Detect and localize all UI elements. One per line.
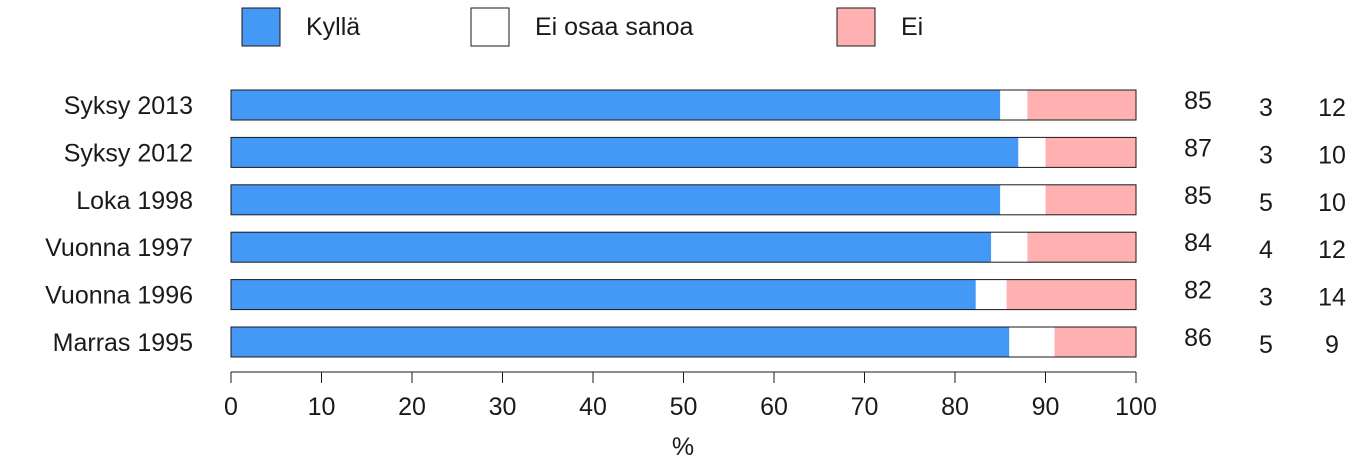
category-label: Loka 1998 xyxy=(76,187,193,215)
bar-row: Syksy 2013 85 3 12 xyxy=(64,87,1346,122)
legend-swatch xyxy=(470,7,510,47)
legend-label: Ei xyxy=(901,13,923,41)
value-label: 87 xyxy=(1184,134,1212,162)
value-label: 14 xyxy=(1318,284,1346,312)
category-label: Syksy 2013 xyxy=(64,92,193,120)
category-label: Vuonna 1997 xyxy=(45,234,193,262)
bar-segment xyxy=(1027,232,1136,263)
legend-label: Ei osaa sanoa xyxy=(535,13,694,41)
category-label: Vuonna 1996 xyxy=(45,282,193,310)
tick-label: 70 xyxy=(851,393,879,421)
tick-label: 90 xyxy=(1032,393,1060,421)
tick-label: 10 xyxy=(308,393,336,421)
value-label: 10 xyxy=(1318,141,1346,169)
value-label: 10 xyxy=(1318,189,1346,217)
category-label: Marras 1995 xyxy=(53,329,193,357)
bar-segment xyxy=(231,232,992,263)
value-label: 9 xyxy=(1325,331,1339,359)
value-label: 3 xyxy=(1259,141,1273,169)
legend: Kyllä Ei osaa sanoa Ei xyxy=(241,7,923,47)
value-label: 4 xyxy=(1259,236,1273,264)
legend-swatch xyxy=(836,7,876,47)
bar-outline xyxy=(230,136,1137,168)
bar-segment xyxy=(231,184,1001,215)
bar-outline xyxy=(230,184,1137,216)
value-label: 85 xyxy=(1184,87,1212,115)
bar-segment xyxy=(1000,184,1046,215)
chart-rows: Syksy 2013 85 3 12 Syksy 2012 87 3 10 Loka 1998 8… xyxy=(45,87,1346,359)
bar-segment xyxy=(975,279,1007,310)
bar-segment xyxy=(991,232,1028,263)
bar-outline xyxy=(230,279,1137,311)
bar-outline xyxy=(230,326,1137,358)
bar-row: Syksy 2012 87 3 10 xyxy=(64,134,1346,169)
tick-label: 50 xyxy=(670,393,698,421)
value-label: 3 xyxy=(1259,284,1273,312)
value-label: 12 xyxy=(1318,94,1346,122)
bar-segment xyxy=(1054,327,1136,357)
x-axis: 0 10 20 30 40 50 60 70 80 90 100 xyxy=(224,371,1157,421)
legend-label: Kyllä xyxy=(306,13,360,41)
bar-segment xyxy=(1009,327,1055,357)
value-label: 5 xyxy=(1259,189,1273,217)
tick-label: 40 xyxy=(579,393,607,421)
bar-row: Marras 1995 86 5 9 xyxy=(53,324,1339,359)
bar-segment xyxy=(231,279,976,310)
bar-segment xyxy=(1000,90,1028,120)
bar-segment xyxy=(1045,184,1136,215)
category-label: Syksy 2012 xyxy=(64,139,193,167)
value-label: 85 xyxy=(1184,182,1212,210)
value-label: 5 xyxy=(1259,331,1273,359)
tick-label: 0 xyxy=(224,393,238,421)
value-label: 3 xyxy=(1259,94,1273,122)
bar-segment xyxy=(1045,137,1136,168)
tick-label: 100 xyxy=(1115,393,1157,421)
tick-label: 60 xyxy=(760,393,788,421)
tick-label: 30 xyxy=(489,393,517,421)
value-label: 86 xyxy=(1184,324,1212,352)
bar-row: Loka 1998 85 5 10 xyxy=(76,182,1346,217)
bar-segment xyxy=(1027,90,1136,120)
value-label: 12 xyxy=(1318,236,1346,264)
x-axis-label: % xyxy=(672,433,694,461)
tick-label: 20 xyxy=(398,393,426,421)
value-label: 84 xyxy=(1184,229,1212,257)
value-label: 82 xyxy=(1184,277,1212,305)
bar-segment xyxy=(231,327,1010,357)
bar-outline xyxy=(230,231,1137,263)
bar-outline xyxy=(230,89,1137,121)
tick-label: 80 xyxy=(941,393,969,421)
bar-segment xyxy=(231,90,1001,120)
bar-row: Vuonna 1996 82 3 14 xyxy=(45,277,1346,312)
bar-segment xyxy=(1006,279,1136,310)
bar-row: Vuonna 1997 84 4 12 xyxy=(45,229,1346,264)
legend-swatch xyxy=(241,7,281,47)
bar-segment xyxy=(1018,137,1046,168)
bar-segment xyxy=(231,137,1019,168)
